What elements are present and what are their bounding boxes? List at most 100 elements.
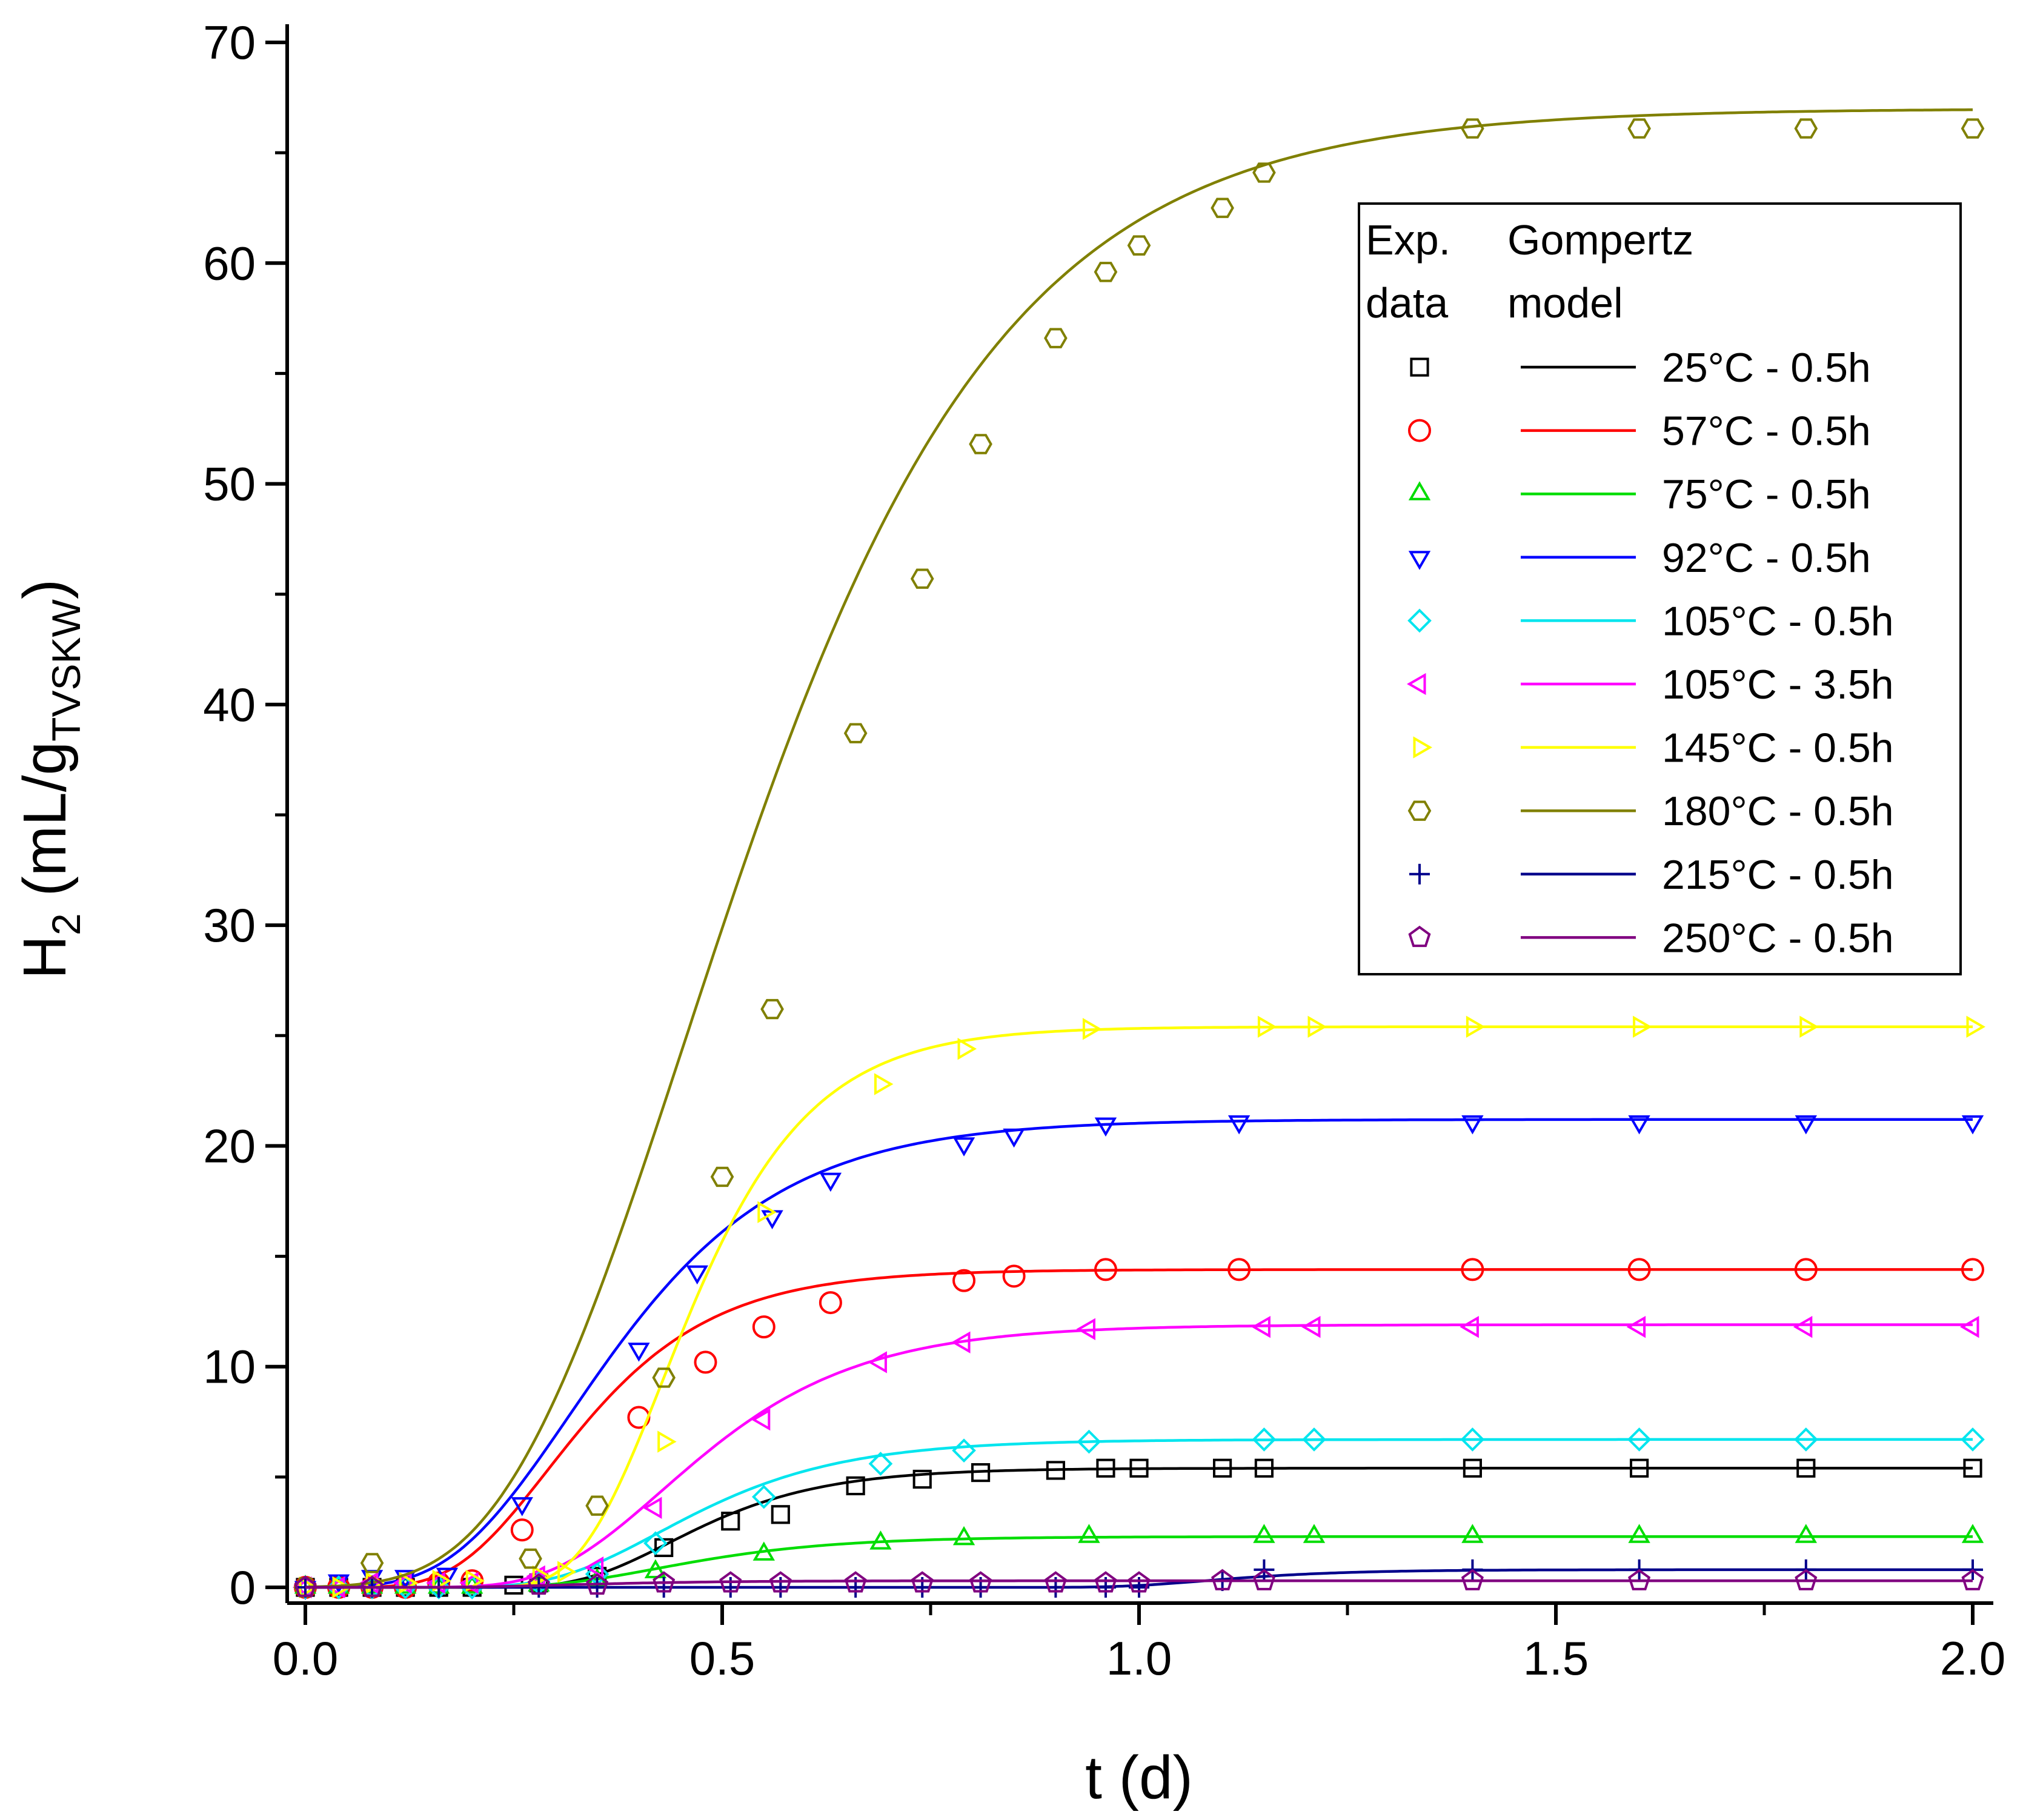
series-4-point [628, 1343, 650, 1362]
legend-header-exp-line1: Exp. [1366, 216, 1450, 264]
series-8-point [1044, 328, 1068, 348]
legend-item: 75°C - 0.5h [1408, 471, 1871, 517]
series-4-point [686, 1265, 708, 1285]
y-tick-label: 60 [203, 236, 256, 290]
y-tick-label: 10 [203, 1340, 256, 1393]
legend-item: 180°C - 0.5h [1407, 788, 1894, 834]
series-4-point [511, 1497, 533, 1516]
series-1-point [1046, 1461, 1066, 1480]
series-1-point [846, 1476, 865, 1496]
series-6-point [1460, 1315, 1479, 1338]
series-6-point [751, 1408, 771, 1431]
y-tick-label: 70 [203, 16, 256, 69]
series-2-point [819, 1291, 842, 1315]
series-1-point [1129, 1458, 1149, 1478]
series-7-point [1466, 1015, 1486, 1038]
legend-marker [1408, 551, 1431, 570]
series-8-point [969, 434, 992, 454]
legend-item: 105°C - 3.5h [1406, 662, 1894, 708]
series-5-point [952, 1438, 976, 1463]
y-tick-label: 0 [230, 1561, 256, 1614]
series-1-point [721, 1512, 740, 1531]
series-3-point [1795, 1524, 1817, 1543]
series-8-point [843, 723, 868, 743]
legend-item: 250°C - 0.5h [1408, 915, 1894, 961]
series-5-point [1077, 1429, 1101, 1454]
series-3-point [752, 1541, 775, 1561]
series-10 [294, 1569, 1984, 1597]
series-6-point [1076, 1318, 1095, 1340]
legend-label: 145°C - 0.5h [1662, 725, 1894, 771]
y-axis-title: H2 (mL/gTVSKW) [11, 579, 88, 979]
series-7-point [557, 1561, 577, 1583]
series-8-point [1627, 118, 1651, 139]
series-10-point [653, 1571, 676, 1593]
y-axis-title-close: ) [11, 579, 79, 599]
series-6-point [1251, 1315, 1271, 1338]
x-tick-label: 1.0 [1106, 1632, 1172, 1685]
series-10-point [1961, 1569, 1984, 1590]
series-5-point [751, 1484, 776, 1509]
series-3-point [1628, 1524, 1650, 1543]
legend-label: 180°C - 0.5h [1662, 788, 1894, 834]
series-10-point [1628, 1569, 1651, 1590]
series-7-point [1966, 1015, 1985, 1038]
series-1-fit-line [305, 1467, 1973, 1589]
series-1-point [1630, 1458, 1649, 1478]
series-5-point [1627, 1427, 1652, 1452]
series-1-point [1463, 1458, 1483, 1478]
series-8-point [1127, 235, 1151, 256]
series-2-point [1094, 1258, 1117, 1281]
series-8-point [1794, 118, 1818, 139]
series-1-point [1096, 1458, 1115, 1478]
legend-label: 105°C - 0.5h [1662, 598, 1894, 644]
legend-label: 92°C - 0.5h [1662, 535, 1871, 581]
series-3-point [869, 1530, 892, 1550]
series-8-point [760, 998, 784, 1020]
series-7-point [757, 1201, 777, 1223]
series-8-point [1961, 118, 1985, 139]
series-2-point [510, 1518, 534, 1542]
series-4-point [1795, 1115, 1817, 1135]
series-2-fit-line [305, 1268, 1973, 1589]
series-7-point [1633, 1015, 1652, 1038]
legend-header-exp-line2: data [1366, 279, 1448, 327]
legend-marker [1408, 419, 1431, 442]
series-2-point [1227, 1258, 1251, 1281]
series-5-point [1793, 1427, 1818, 1452]
legend-marker [1408, 481, 1431, 500]
x-tick-label: 0.0 [273, 1632, 338, 1685]
legend-item: 105°C - 0.5h [1407, 598, 1894, 644]
series-4-point [1227, 1115, 1251, 1135]
series-3-point [952, 1526, 975, 1546]
legend-box [1358, 202, 1962, 975]
legend-header-model-line1: Gompertz [1507, 216, 1693, 264]
y-axis-title-main: H [11, 935, 79, 979]
x-tick-label: 2.0 [1940, 1632, 2005, 1685]
series-4-point [1461, 1115, 1484, 1135]
series-5-point [643, 1531, 668, 1555]
series-1-point [912, 1469, 932, 1489]
legend-item: 145°C - 0.5h [1413, 725, 1894, 771]
series-2-point [752, 1315, 776, 1339]
series-10-point [1252, 1569, 1275, 1590]
series-5-point [1460, 1427, 1485, 1452]
series-7-fit-line [305, 1025, 1973, 1589]
series-8-fit-line [305, 108, 1973, 1589]
series-7-point [957, 1037, 977, 1060]
legend-marker [1409, 863, 1430, 885]
series-4-point [1628, 1115, 1650, 1135]
series-6-point [1793, 1315, 1813, 1338]
series-1-point [771, 1505, 790, 1524]
y-axis-title-sub2: TVSKW [44, 599, 88, 741]
series-6-fit-line [305, 1323, 1973, 1589]
series-10-point [969, 1571, 992, 1593]
series-2-point [1002, 1264, 1026, 1288]
series-10-point [1461, 1569, 1484, 1590]
y-axis-title-unit: (mL/g [11, 742, 79, 913]
legend-label: 75°C - 0.5h [1662, 471, 1871, 517]
series-7-point [465, 1569, 485, 1592]
series-4-fit-line [305, 1118, 1973, 1589]
series-6-point [584, 1556, 604, 1579]
